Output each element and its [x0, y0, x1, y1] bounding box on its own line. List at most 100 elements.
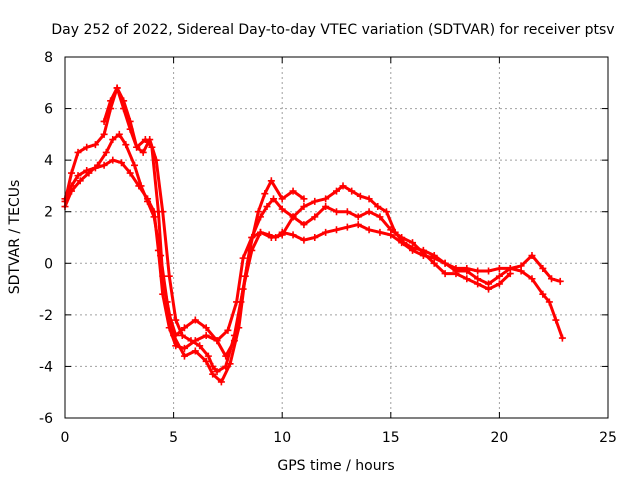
data-point [495, 272, 503, 280]
data-point [278, 205, 286, 213]
data-point [382, 208, 390, 216]
data-point [267, 234, 275, 241]
data-point [248, 246, 256, 254]
data-point [463, 275, 471, 283]
data-point [76, 177, 84, 185]
data-point [354, 213, 362, 221]
data-point [558, 334, 566, 342]
data-point [139, 148, 147, 156]
data-point [180, 324, 188, 332]
data-point [343, 208, 351, 216]
data-point [74, 148, 82, 156]
data-point [150, 213, 158, 221]
x-tick-label: 25 [599, 430, 617, 446]
data-point [213, 337, 221, 345]
data-point [163, 298, 171, 306]
data-point [196, 342, 204, 350]
data-point [495, 264, 503, 272]
data-point [474, 267, 482, 275]
data-point [311, 197, 319, 205]
data-point [133, 143, 141, 151]
data-point [213, 368, 221, 376]
y-tick-label: 4 [44, 153, 53, 169]
data-point [217, 378, 225, 386]
data-point [100, 161, 108, 169]
data-point [94, 161, 102, 169]
data-point [191, 347, 199, 355]
y-axis-label: SDTVAR / TECUs [7, 180, 23, 295]
plot-frame [64, 56, 609, 419]
data-point [120, 97, 128, 105]
data-point [137, 182, 145, 190]
data-point [109, 136, 117, 144]
data-point [239, 285, 247, 293]
data-point [74, 172, 82, 180]
data-point [109, 156, 117, 164]
data-point [115, 130, 123, 138]
data-point [528, 252, 536, 260]
data-point [528, 275, 536, 283]
data-point [83, 143, 91, 151]
data-point [256, 228, 264, 236]
data-point [552, 316, 560, 324]
data-point [209, 362, 217, 370]
x-axis-label: GPS time / hours [277, 458, 394, 474]
data-point [311, 213, 319, 221]
y-tick-label: 8 [44, 50, 53, 66]
data-point [270, 195, 278, 203]
data-point [548, 275, 556, 283]
y-tick-label: 2 [44, 205, 53, 221]
data-point [267, 177, 275, 185]
series-track-c [61, 130, 514, 386]
series-track-a [61, 156, 564, 352]
data-point [339, 182, 347, 190]
data-point [278, 195, 286, 203]
data-point [107, 97, 115, 105]
x-tick-label: 5 [169, 430, 178, 446]
data-point [202, 331, 210, 339]
data-point [343, 223, 351, 231]
series-track-d [100, 84, 566, 376]
data-point [165, 272, 173, 280]
y-tick-label: 6 [44, 102, 53, 118]
data-point [441, 259, 449, 267]
data-point [495, 280, 503, 288]
data-point [204, 352, 212, 360]
x-tick-label: 0 [61, 430, 70, 446]
series-layer [61, 84, 566, 386]
data-point [556, 277, 564, 285]
data-point [248, 234, 256, 241]
data-point [376, 213, 384, 221]
data-point [180, 344, 188, 352]
data-point [187, 337, 195, 345]
data-point [202, 324, 210, 332]
data-point [178, 331, 186, 339]
data-point [300, 236, 308, 244]
data-point [506, 264, 514, 272]
data-point [300, 203, 308, 211]
data-point [441, 270, 449, 278]
data-point [261, 190, 269, 198]
data-point [348, 187, 356, 195]
data-point [545, 298, 553, 306]
data-point [144, 197, 152, 205]
data-point [278, 231, 286, 239]
data-point [68, 187, 76, 195]
data-point [485, 267, 493, 275]
data-point [159, 208, 167, 216]
data-point [300, 195, 308, 203]
data-point [254, 208, 262, 216]
data-point [365, 226, 373, 234]
grid [65, 57, 608, 418]
data-point [322, 195, 330, 203]
data-point [430, 259, 438, 267]
data-point [474, 275, 482, 283]
data-point [117, 159, 125, 167]
y-tick-labels: -6 -4 -2 0 2 4 6 8 [39, 50, 53, 427]
data-point [289, 187, 297, 195]
data-point [400, 239, 408, 247]
data-point [463, 267, 471, 275]
data-point [354, 221, 362, 229]
data-point [419, 246, 427, 254]
